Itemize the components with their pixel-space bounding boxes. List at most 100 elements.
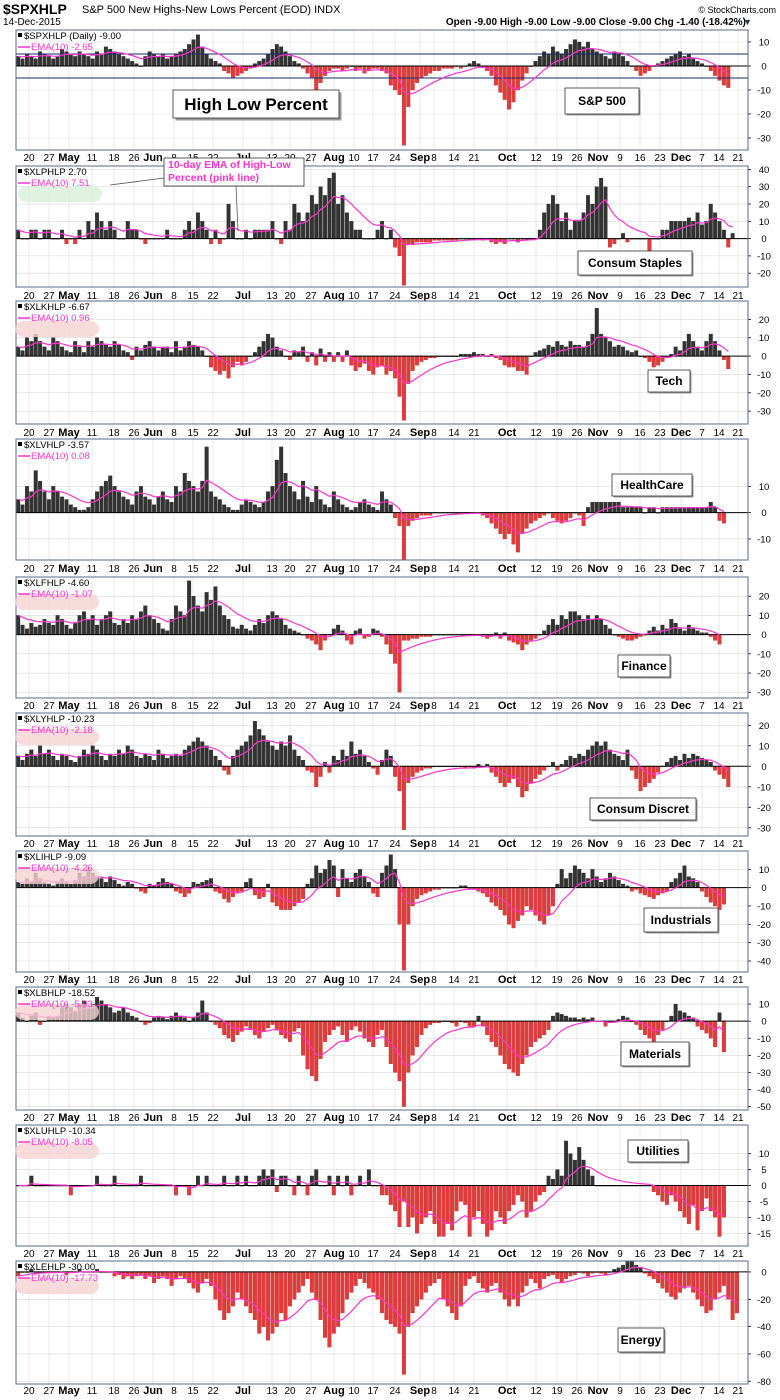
data-bar [301,221,306,239]
data-bar [682,865,687,888]
data-bar [384,1021,389,1047]
data-bar [717,766,722,775]
data-bar [713,507,718,513]
data-bar [266,741,270,767]
data-bar [279,238,284,244]
x-tick-label: 13 [266,1249,278,1260]
x-tick-label: 27 [305,428,317,439]
data-bar [586,878,590,888]
data-bar [117,53,121,67]
panel-frame [15,438,749,561]
data-bar [86,507,91,513]
data-bar [524,1021,529,1056]
legend-swatch [18,442,22,446]
x-tick-label: 9 [617,1249,623,1260]
data-bar [428,1185,433,1212]
data-bar [182,346,187,357]
x-tick-label: Nov [588,290,610,302]
x-tick-label: 17 [367,701,379,712]
x-tick-label: 10 [348,291,360,302]
data-bar [647,65,652,71]
data-bar [160,491,165,513]
data-bar [721,512,726,524]
x-tick-label: 13 [266,428,278,439]
data-bar [235,1175,240,1186]
sector-label-box [589,797,697,821]
x-tick-label: 23 [654,975,666,986]
data-bar [621,507,626,513]
panel-frame [15,300,749,425]
data-bar [204,53,209,67]
data-bar [428,887,433,892]
x-tick-label: Nov [588,1112,610,1124]
data-bar [314,865,319,888]
data-bar [393,512,398,519]
data-bar [546,887,551,916]
data-bar [51,337,56,357]
data-bar [717,350,722,357]
x-tick-label: 14 [448,1249,460,1260]
data-bar [621,346,626,357]
x-tick-label: 9 [617,839,623,850]
data-bar [695,212,700,239]
data-bar [305,883,310,888]
x-tick-label: 22 [207,428,219,439]
data-bar [371,1021,376,1047]
data-bar [314,1021,319,1082]
x-tick-label: 15 [187,1113,199,1124]
data-bar [568,512,573,519]
data-bar [533,352,538,357]
data-bar [564,760,569,767]
series-label: $XLUHLP -10.34 [24,1126,96,1137]
y-tick-label: 10 [759,1149,770,1160]
data-bar [200,221,205,239]
data-bar [568,1017,573,1022]
x-tick-label: 27 [305,975,317,986]
data-bar [366,1021,371,1042]
data-bar [274,1021,279,1030]
x-tick-label: 20 [284,1386,296,1397]
data-bar [108,753,113,767]
data-bar [358,1271,363,1279]
data-bar [138,486,143,513]
data-bar [388,1271,393,1325]
legend-swatch [18,990,22,994]
caret-down-icon[interactable]: ▼ [743,17,752,27]
data-bar [296,1271,301,1293]
data-bar [529,1185,533,1212]
data-bar [686,1271,691,1286]
data-bar [226,203,231,239]
data-bar [542,1271,547,1279]
data-bar [524,1185,529,1218]
data-bar [581,872,586,888]
x-tick-label: 23 [654,428,666,439]
data-bar [551,1178,555,1186]
data-bar [695,630,700,635]
data-bar [555,766,560,771]
y-tick-label: 0 [761,883,766,894]
x-tick-label: 20 [284,1249,296,1260]
data-bar [542,630,547,635]
data-bar [664,1271,669,1293]
series-label: $XLEHLP -30.00 [24,1262,95,1273]
x-tick-label: Sep [410,974,430,986]
data-bar [441,1185,446,1237]
data-bar [55,56,60,67]
data-bar [182,749,187,767]
data-bar [695,61,700,67]
data-bar [664,58,669,67]
x-tick-label: 20 [23,839,35,850]
data-bar [125,622,130,635]
x-tick-label: 21 [732,1386,744,1397]
x-tick-label: 11 [87,701,98,712]
data-bar [423,355,428,360]
x-tick-label: 9 [617,1113,623,1124]
data-bar [634,65,639,71]
data-bar [51,624,56,635]
x-tick-label: 21 [468,153,480,164]
x-tick-label: 8 [431,701,437,712]
data-bar [231,355,235,368]
data-bar [651,626,656,635]
data-bar [695,346,700,357]
main-title-annotation: High Low Percent [172,89,342,121]
